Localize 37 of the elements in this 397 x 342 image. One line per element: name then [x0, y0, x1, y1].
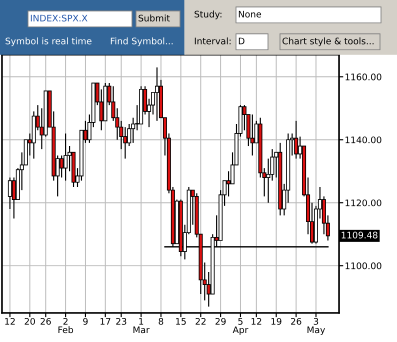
x-tick-label: 23	[116, 318, 126, 325]
y-tick-label: 1100.00	[346, 262, 382, 270]
text: None	[238, 10, 262, 18]
x-tick-label: 12	[5, 318, 15, 325]
text: Symbol is real time	[6, 37, 92, 46]
candlestick	[154, 66, 160, 122]
x-tick-label: 26	[40, 318, 51, 325]
x-tick-label: 12	[252, 318, 262, 325]
candlestick	[250, 114, 254, 156]
x-tick-label: 20	[24, 318, 35, 325]
x-tick-label: 19	[271, 318, 282, 325]
x-tick-label: 2 Feb	[58, 318, 74, 334]
text: Study:	[194, 10, 222, 20]
x-tick-label: 1 Mar	[133, 318, 150, 334]
candlestick	[8, 176, 12, 210]
text: Interval:	[194, 37, 231, 44]
text: INDEX:SPX.X	[30, 14, 88, 22]
y-tick-label: 1120.00	[346, 199, 382, 206]
candlestick	[294, 120, 298, 160]
x-tick-label: 26	[291, 318, 302, 325]
x-tick-label: 22	[196, 318, 206, 325]
x-tick-label: 3 May	[308, 318, 326, 335]
y-tick-label: 1160.00	[346, 73, 382, 80]
x-tick-label: 5 Apr	[232, 318, 248, 335]
x-tick-label: 8	[158, 318, 164, 325]
x-tick-label: 17	[100, 318, 110, 325]
text: 1109.48	[342, 232, 378, 238]
candlestick	[60, 154, 64, 178]
x-tick-label: 15	[176, 318, 186, 325]
text: D	[238, 38, 244, 44]
x-tick-label: 9	[83, 318, 88, 325]
y-tick-label: 1140.00	[346, 136, 382, 144]
x-tick-label: 29	[216, 318, 226, 325]
candlestick	[64, 132, 68, 182]
text: Find Symbol...	[110, 37, 173, 46]
text: Submit	[138, 14, 170, 22]
text: Chart style & tools...	[282, 37, 374, 46]
